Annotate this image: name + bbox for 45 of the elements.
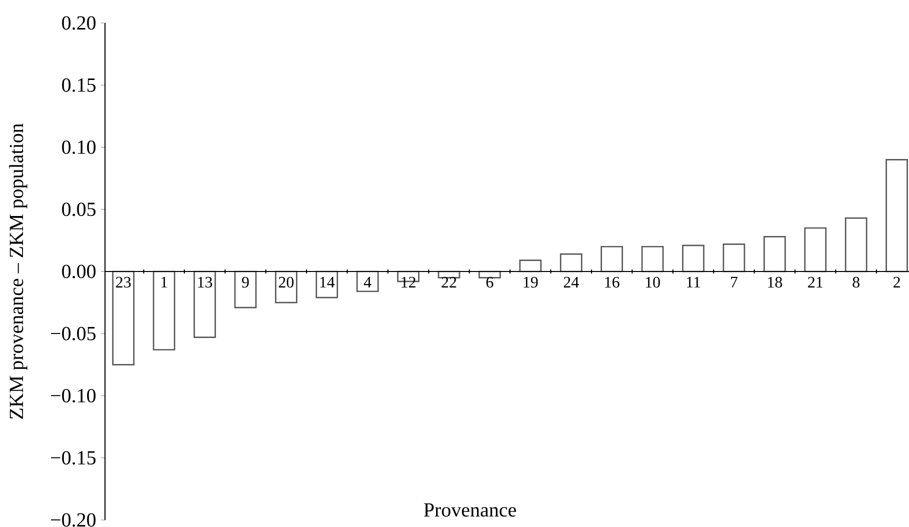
bar xyxy=(112,270,134,366)
bar xyxy=(763,236,786,272)
bar xyxy=(519,260,542,272)
bar xyxy=(641,246,664,272)
bar xyxy=(682,244,704,272)
bar xyxy=(152,270,176,350)
bar xyxy=(194,270,216,338)
bar xyxy=(844,217,868,272)
x-tick-label: 22 xyxy=(442,276,456,288)
x-tick-label: 10 xyxy=(646,276,660,288)
x-tick-label: 1 xyxy=(161,276,168,288)
bar xyxy=(886,158,908,272)
y-tick-label: −0.10 xyxy=(51,388,96,403)
x-tick-label: 16 xyxy=(605,276,620,288)
y-tick-label: 0.05 xyxy=(62,202,96,216)
x-tick-label: 18 xyxy=(768,276,782,288)
x-tick-label: 8 xyxy=(852,276,860,288)
y-tick-label: 0.20 xyxy=(62,16,96,30)
x-axis-title: Provenance xyxy=(424,503,516,517)
y-tick-label: 0.10 xyxy=(62,140,96,154)
x-tick-label: 9 xyxy=(242,276,249,288)
x-tick-label: 20 xyxy=(278,276,294,288)
x-tick-label: 14 xyxy=(320,276,335,288)
x-tick-label: 4 xyxy=(364,276,372,288)
x-tick-label: 24 xyxy=(564,276,579,288)
bar xyxy=(234,270,257,308)
bar xyxy=(560,253,582,272)
x-tick-label: 11 xyxy=(686,276,700,288)
bar xyxy=(600,246,623,272)
y-tick-label: 0.00 xyxy=(62,264,96,278)
x-tick-label: 13 xyxy=(198,276,212,288)
y-axis-title: ZKM provenance – ZKM population xyxy=(9,123,28,419)
x-tick-label: 23 xyxy=(116,276,131,288)
y-tick-label: −0.15 xyxy=(51,451,96,465)
x-tick-label: 2 xyxy=(894,276,900,288)
y-tick-label: 0.15 xyxy=(62,78,96,92)
x-tick-label: 7 xyxy=(731,276,738,288)
bar xyxy=(274,270,298,304)
y-tick-label: −0.05 xyxy=(51,326,96,340)
x-tick-label: 19 xyxy=(524,276,538,288)
y-tick-label: −0.20 xyxy=(51,513,96,527)
bar xyxy=(804,227,827,272)
x-tick-label: 21 xyxy=(808,276,822,288)
x-tick-label: 6 xyxy=(486,276,494,288)
bar xyxy=(722,243,746,272)
